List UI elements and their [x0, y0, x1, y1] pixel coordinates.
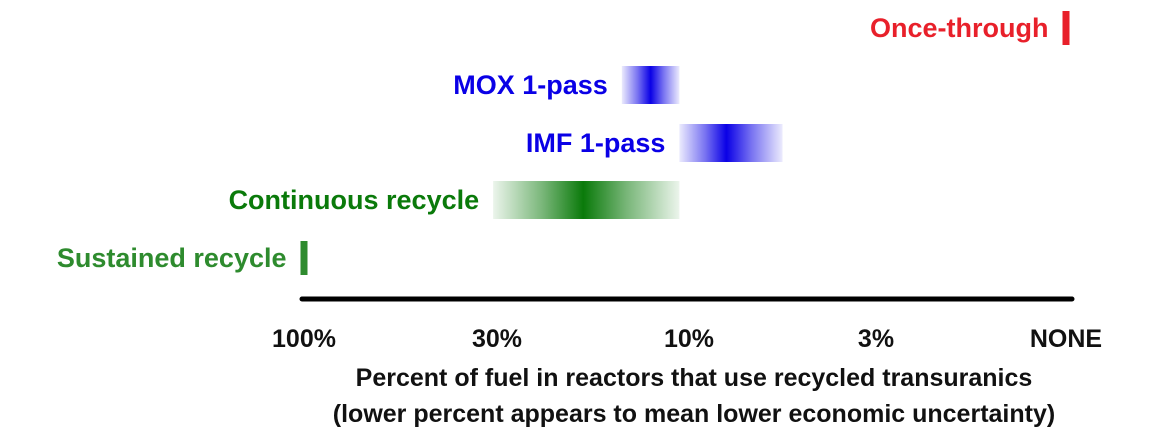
range-band — [621, 66, 680, 104]
range-band — [679, 124, 783, 162]
series-label: Once-through — [870, 13, 1048, 43]
x-axis-sublabel: (lower percent appears to mean lower eco… — [333, 400, 1055, 428]
x-tick-label: 3% — [858, 325, 894, 353]
series-row: MOX 1-pass — [453, 66, 680, 104]
series-row: Once-through — [870, 11, 1070, 45]
value-marker — [1062, 11, 1070, 45]
x-tick-label: 30% — [472, 325, 522, 353]
series-row: Sustained recycle — [57, 241, 308, 275]
series-label: MOX 1-pass — [453, 70, 608, 100]
series-label: Sustained recycle — [57, 243, 287, 273]
x-tick-label: 10% — [664, 325, 714, 353]
series-row: IMF 1-pass — [526, 124, 783, 162]
value-marker — [300, 241, 308, 275]
x-tick-label: 100% — [272, 325, 336, 353]
series-layer: Once-through MOX 1-pass IMF 1-pass Continuo… — [57, 11, 1070, 275]
series-label: IMF 1-pass — [526, 128, 666, 158]
series-label: Continuous recycle — [229, 185, 480, 215]
x-axis-label: Percent of fuel in reactors that use rec… — [356, 364, 1033, 392]
range-band — [493, 181, 680, 219]
x-tick-label: NONE — [1030, 325, 1102, 353]
x-axis-ticks: 100% 30% 10% 3% NONE — [272, 325, 1102, 353]
series-row: Continuous recycle — [229, 181, 680, 219]
